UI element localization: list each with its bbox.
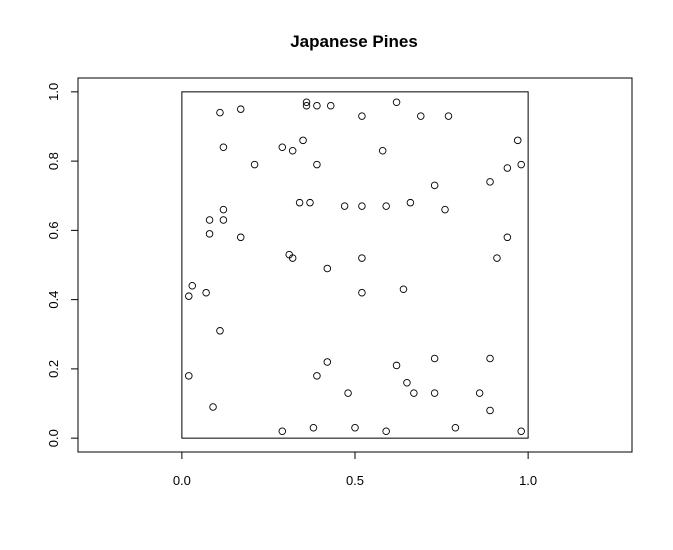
data-point: [323, 358, 332, 366]
data-point: [430, 354, 439, 363]
data-point: [410, 389, 418, 397]
data-point: [351, 424, 359, 432]
data-point: [236, 105, 245, 113]
data-point: [441, 205, 449, 214]
x-tick-label: 0.5: [346, 473, 364, 488]
y-tick-label: 0.0: [46, 429, 61, 447]
data-point: [382, 427, 390, 435]
data-point: [236, 233, 245, 242]
data-point: [475, 389, 484, 397]
data-point: [378, 146, 387, 155]
x-tick-label: 0.0: [173, 473, 191, 488]
data-point: [278, 143, 287, 152]
y-tick-label: 1.0: [46, 83, 61, 101]
axes: 0.0 0.5 1.0 0.0 0.2 0.4 0.6 0.8 1.0: [46, 83, 537, 488]
data-point: [517, 160, 525, 169]
data-point: [493, 254, 501, 262]
chart-title: Japanese Pines: [290, 32, 418, 51]
data-point: [417, 112, 425, 120]
data-point: [444, 112, 453, 120]
y-tick-label: 0.8: [46, 152, 61, 170]
data-point: [188, 282, 197, 290]
data-point: [503, 233, 512, 242]
y-tick-label: 0.6: [46, 221, 61, 239]
plot-frame: [77, 77, 633, 453]
data-point: [313, 160, 321, 169]
data-point: [302, 98, 311, 106]
y-tick-label: 0.4: [46, 291, 61, 309]
data-point: [309, 424, 318, 432]
data-point: [486, 354, 494, 363]
data-point: [306, 198, 314, 207]
data-point: [517, 427, 525, 435]
data-point: [399, 285, 408, 293]
data-point: [185, 372, 193, 380]
data-point: [486, 178, 494, 186]
data-point: [250, 160, 259, 169]
data-point: [209, 403, 217, 411]
data-point: [278, 427, 287, 435]
data-point: [216, 327, 224, 335]
data-point: [299, 136, 307, 145]
data-point: [327, 101, 335, 110]
data-point: [205, 230, 214, 238]
data-point: [185, 292, 193, 300]
data-point: [513, 136, 522, 145]
data-point: [288, 146, 297, 155]
data-point: [202, 288, 210, 297]
data-point: [358, 112, 366, 120]
data-point: [313, 372, 321, 380]
data-point: [313, 101, 321, 110]
data-point: [430, 181, 439, 190]
data-point: [503, 164, 512, 172]
observation-window: [181, 91, 529, 439]
data-point: [392, 98, 401, 106]
data-point: [430, 389, 439, 397]
data-point: [358, 254, 366, 262]
data-point: [486, 406, 494, 415]
data-point: [403, 378, 411, 387]
data-point: [288, 254, 297, 262]
data-point: [382, 202, 390, 210]
data-point: [392, 361, 401, 370]
data-point: [216, 108, 224, 117]
point-layer: [185, 98, 525, 435]
data-point: [344, 389, 352, 397]
data-point: [451, 424, 460, 432]
data-point: [406, 198, 415, 207]
data-point: [340, 202, 349, 210]
data-point: [323, 264, 332, 273]
y-tick-label: 0.2: [46, 360, 61, 378]
data-point: [358, 202, 366, 210]
data-point: [219, 216, 228, 224]
data-point: [302, 101, 311, 110]
data-point: [205, 216, 214, 224]
x-tick-label: 1.0: [519, 473, 537, 488]
data-point: [295, 198, 304, 207]
data-point: [358, 288, 366, 297]
data-point: [219, 143, 228, 152]
data-point: [219, 205, 228, 214]
